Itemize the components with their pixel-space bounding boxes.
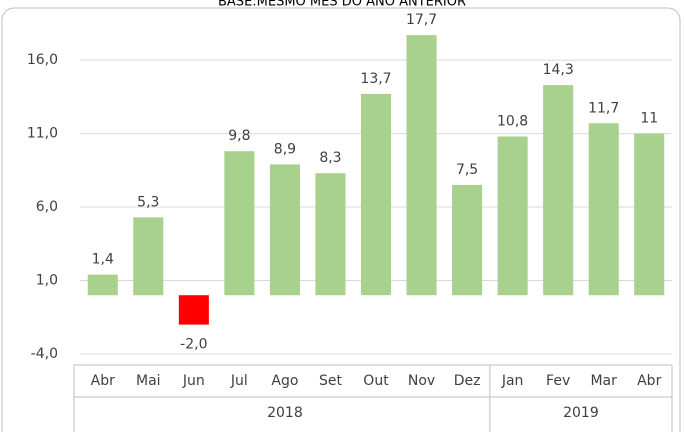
group-label: 2018 [267, 405, 303, 421]
x-tick-label: Jun [182, 373, 205, 389]
value-label: 1,4 [92, 252, 114, 268]
bar [452, 185, 483, 296]
x-tick-label: Abr [91, 373, 115, 389]
bar [497, 136, 528, 296]
bar [360, 93, 392, 296]
x-tick-label: Abr [637, 373, 661, 389]
value-label: 5,3 [137, 194, 159, 210]
y-tick-label: 16,0 [27, 52, 58, 68]
value-label: 14,3 [543, 62, 574, 78]
x-tick-label: Out [363, 373, 389, 389]
value-label: 17,7 [406, 12, 437, 28]
chart-title: BASE:MESMO MÊS DO ANO ANTERIOR [218, 0, 466, 10]
y-tick-label: 11,0 [27, 126, 58, 142]
bar [269, 164, 300, 296]
bar [133, 217, 164, 296]
value-label: 8,3 [319, 150, 341, 166]
y-tick-label: 6,0 [36, 199, 58, 215]
x-tick-label: Dez [454, 373, 481, 389]
y-tick-label: 1,0 [36, 273, 58, 289]
bar [87, 274, 118, 296]
bar [634, 133, 665, 296]
value-label: 13,7 [360, 71, 391, 87]
x-tick-label: Mar [590, 373, 617, 389]
value-label: 9,8 [228, 128, 250, 144]
value-label: 7,5 [456, 162, 478, 178]
group-label: 2019 [563, 405, 599, 421]
y-tick-label: -4,0 [31, 346, 58, 362]
x-tick-label: Set [319, 373, 343, 389]
x-tick-label: Fev [546, 373, 570, 389]
value-label: 10,8 [497, 114, 528, 130]
x-tick-label: Ago [271, 373, 298, 389]
bar [406, 35, 437, 296]
x-tick-label: Mai [136, 373, 161, 389]
chart-border [1, 7, 681, 432]
value-label: 11 [640, 111, 658, 127]
x-tick-label: Jan [501, 373, 524, 389]
value-label: 8,9 [274, 141, 296, 157]
bar [178, 295, 209, 325]
bar [543, 85, 574, 296]
x-tick-label: Nov [408, 373, 435, 389]
bar [588, 123, 619, 296]
x-tick-label: Jul [230, 373, 248, 389]
bar [224, 151, 255, 296]
value-label: -2,0 [180, 337, 207, 353]
value-label: 11,7 [588, 100, 619, 116]
bar [315, 173, 346, 296]
